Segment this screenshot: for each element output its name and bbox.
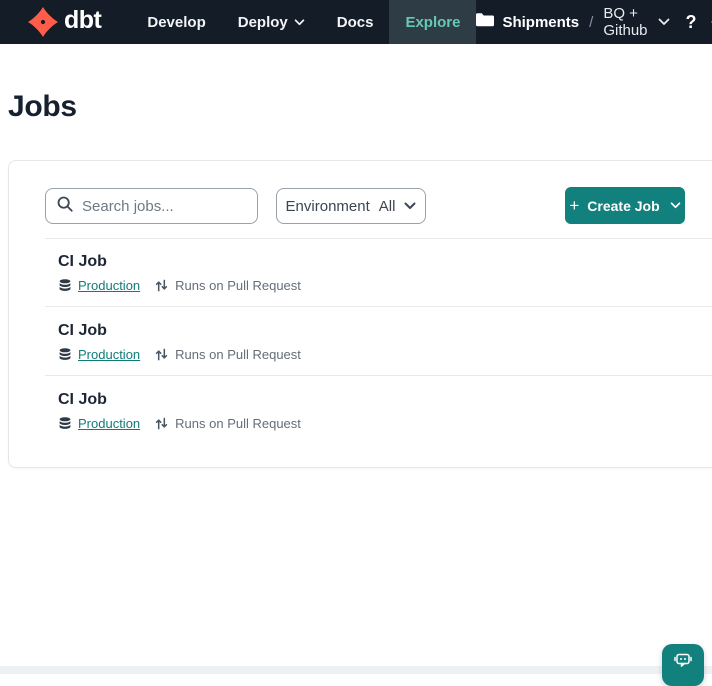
environment-link[interactable]: Production bbox=[78, 278, 141, 294]
chatbot-robot-icon bbox=[673, 650, 693, 673]
search-input[interactable] bbox=[82, 197, 281, 215]
create-job-label: Create Job bbox=[587, 197, 660, 214]
main-nav: Develop Deploy Docs Explore bbox=[131, 0, 477, 44]
nav-item-label: Explore bbox=[405, 13, 461, 31]
pull-request-icon bbox=[154, 278, 169, 293]
help-button[interactable]: ? bbox=[685, 12, 697, 32]
nav-item-deploy[interactable]: Deploy bbox=[222, 0, 321, 44]
job-title: CI Job bbox=[58, 322, 107, 339]
footer-edge bbox=[0, 666, 712, 674]
database-icon bbox=[58, 347, 72, 362]
project-name: Shipments bbox=[502, 13, 580, 31]
environment-link[interactable]: Production bbox=[78, 416, 141, 432]
environment-filter-label: Environment bbox=[285, 197, 370, 215]
dbt-logo-icon bbox=[28, 7, 58, 37]
environment-filter-dropdown[interactable]: Environment All bbox=[276, 188, 426, 224]
dbt-logo[interactable]: dbt bbox=[28, 6, 102, 37]
pull-request-icon bbox=[154, 347, 169, 362]
chevron-down-icon bbox=[294, 18, 305, 26]
plus-icon: + bbox=[569, 196, 580, 215]
job-meta: Production Runs on Pull Request bbox=[58, 347, 699, 362]
project-breadcrumb[interactable]: Shipments / BQ + Github bbox=[476, 5, 669, 39]
nav-item-label: Develop bbox=[147, 13, 206, 31]
breadcrumb-separator: / bbox=[589, 13, 594, 31]
pull-request-icon bbox=[154, 416, 169, 431]
database-icon bbox=[58, 416, 72, 431]
chevron-down-icon bbox=[404, 202, 416, 210]
create-job-button[interactable]: + Create Job bbox=[565, 187, 685, 224]
page-title: Jobs bbox=[8, 90, 77, 123]
job-title: CI Job bbox=[58, 391, 107, 408]
divider bbox=[45, 375, 712, 376]
chevron-down-icon bbox=[658, 18, 670, 26]
job-trigger: Runs on Pull Request bbox=[175, 416, 301, 432]
search-jobs-field[interactable] bbox=[45, 188, 281, 224]
environment-filter-value: All bbox=[378, 197, 396, 215]
nav-item-explore[interactable]: Explore bbox=[389, 0, 477, 44]
job-meta: Production Runs on Pull Request bbox=[58, 416, 699, 431]
environment-link[interactable]: Production bbox=[78, 347, 141, 363]
job-trigger: Runs on Pull Request bbox=[175, 347, 301, 363]
nav-item-label: Deploy bbox=[237, 13, 288, 31]
nav-item-develop[interactable]: Develop bbox=[131, 0, 221, 44]
folder-icon bbox=[476, 12, 495, 32]
nav-item-docs[interactable]: Docs bbox=[321, 0, 390, 44]
job-row[interactable]: CI Job Production Runs on Pull Request bbox=[58, 321, 699, 362]
navbar-right: Shipments / BQ + Github ? bbox=[476, 5, 712, 39]
nav-item-label: Docs bbox=[336, 13, 374, 31]
project-environment: BQ + Github bbox=[603, 5, 648, 39]
top-navbar: dbt Develop Deploy Docs Explore Shipment… bbox=[0, 0, 712, 44]
divider bbox=[45, 238, 712, 239]
job-row[interactable]: CI Job Production Runs on Pull Request bbox=[58, 252, 699, 293]
job-title: CI Job bbox=[58, 253, 107, 270]
search-icon bbox=[56, 195, 74, 218]
job-meta: Production Runs on Pull Request bbox=[58, 278, 699, 293]
assistant-chatbot-button[interactable] bbox=[662, 644, 704, 686]
job-trigger: Runs on Pull Request bbox=[175, 278, 301, 294]
jobs-card: Environment All + Create Job CI Job Prod… bbox=[8, 160, 712, 468]
job-row[interactable]: CI Job Production Runs on Pull Request bbox=[58, 390, 699, 431]
database-icon bbox=[58, 278, 72, 293]
brand-name: dbt bbox=[64, 6, 102, 34]
divider bbox=[45, 306, 712, 307]
chevron-down-icon bbox=[670, 202, 681, 209]
